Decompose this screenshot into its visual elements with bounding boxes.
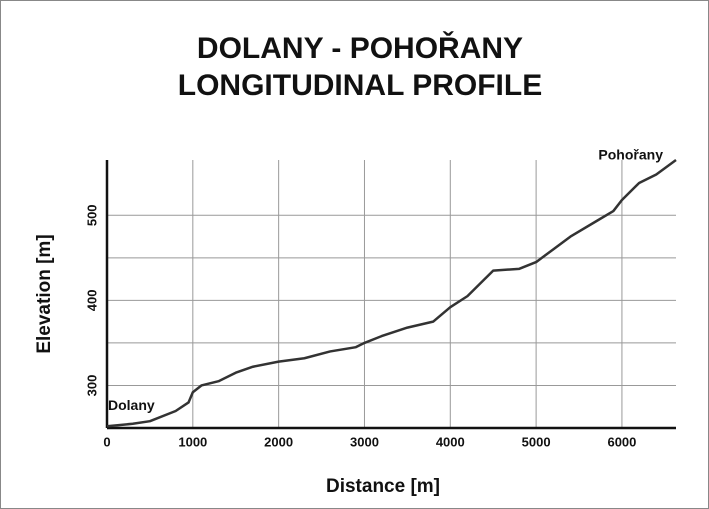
- x-tick-label: 3000: [350, 434, 379, 449]
- x-tick-label: 2000: [264, 434, 293, 449]
- profile-line: [106, 158, 677, 428]
- annotation: Pohořany: [598, 147, 663, 163]
- y-tick-label: 400: [84, 290, 99, 312]
- y-axis-label: Elevation [m]: [34, 234, 55, 353]
- x-tick-label: 4000: [436, 434, 465, 449]
- y-tick-label: 500: [84, 204, 99, 226]
- chart-title: DOLANY - POHOŘANY: [197, 31, 523, 65]
- chart-title: LONGITUDINAL PROFILE: [178, 69, 542, 102]
- x-tick-label: 1000: [178, 434, 207, 449]
- x-tick-label: 6000: [607, 434, 636, 449]
- x-tick-label: 5000: [522, 434, 551, 449]
- x-tick-label: 0: [103, 434, 110, 449]
- annotation: Dolany: [108, 397, 155, 413]
- x-axis-label: Distance [m]: [326, 476, 440, 497]
- y-tick-label: 300: [84, 375, 99, 397]
